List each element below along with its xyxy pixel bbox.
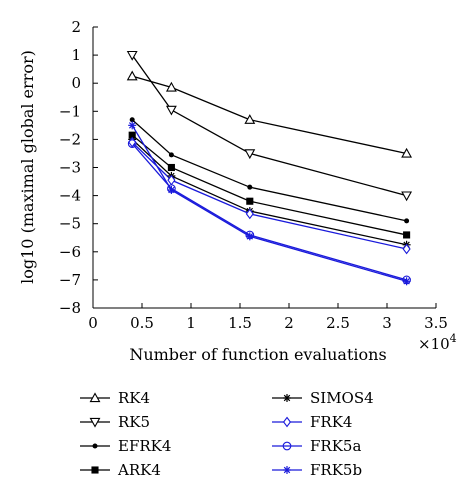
data-point-rk5	[401, 191, 413, 202]
data-point-frk5b	[245, 232, 254, 241]
x-tick-label: 1	[186, 314, 196, 332]
data-point-efrk4	[129, 117, 135, 123]
y-axis-ticks: 2 1 0 −1 −2 −3 −4 −5 −6 −7 −8	[59, 18, 98, 317]
x-tick-label: 0	[88, 314, 98, 332]
plot-frame	[92, 27, 436, 309]
data-point-frk4	[245, 208, 254, 220]
legend-marker-rk4	[89, 392, 101, 403]
series-line-efrk4	[131, 119, 407, 222]
legend-item-frk5a: FRK5a	[272, 437, 361, 455]
legend-item-simos4: SIMOS4	[272, 389, 374, 407]
data-point-frk5b	[167, 185, 176, 194]
series-line-frk4	[131, 141, 407, 250]
x-axis-ticks: 0 0.5 1 1.5 2 2.5 3 3.5	[88, 303, 448, 332]
y-tick-label: −1	[59, 102, 81, 120]
x-tick-label: 1.5	[228, 314, 252, 332]
y-tick-label: −2	[59, 130, 81, 148]
legend-marker-frk4	[282, 416, 292, 428]
series-markers	[126, 50, 413, 286]
data-point-ark4	[403, 231, 411, 239]
y-tick-label: 2	[71, 18, 81, 36]
data-point-frk4	[402, 243, 411, 255]
legend-label-rk4: RK4	[118, 389, 150, 407]
legend-marker-ark4	[91, 466, 99, 474]
legend-label-frk5a: FRK5a	[310, 437, 361, 455]
y-tick-label: −3	[59, 159, 81, 177]
y-tick-label: −7	[59, 271, 81, 289]
series-line-ark4	[131, 134, 407, 236]
y-tick-label: 0	[71, 74, 81, 92]
data-point-efrk4	[404, 218, 410, 224]
y-tick-label: −5	[59, 215, 81, 233]
legend-label-efrk4: EFRK4	[118, 437, 171, 455]
series-line-frk5a	[131, 143, 407, 281]
y-tick-label: −8	[59, 299, 81, 317]
data-point-rk4	[244, 114, 256, 124]
data-point-efrk4	[247, 184, 253, 190]
series-line-frk5b	[131, 125, 407, 282]
legend-item-ark4: ARK4	[80, 461, 161, 479]
x-tick-label: 3	[382, 314, 392, 332]
legend-label-frk5b: FRK5b	[310, 461, 362, 479]
legend-item-frk4: FRK4	[272, 413, 352, 431]
data-point-ark4	[246, 197, 254, 205]
legend-marker-frk5b	[283, 466, 291, 474]
legend-item-efrk4: EFRK4	[80, 437, 171, 455]
legend-label-simos4: SIMOS4	[310, 389, 374, 407]
y-axis-label: log10 (maximal global error)	[18, 50, 37, 284]
legend: RK4 RK5 EFRK4 ARK4 SIMOS4 FRK4 FRK5a FRK5b	[80, 389, 374, 479]
x-tick-label: 2.5	[326, 314, 350, 332]
y-tick-label: −6	[59, 243, 81, 261]
data-point-rk4	[126, 70, 138, 81]
series-line-rk5	[131, 54, 407, 197]
y-tick-label: −4	[59, 187, 81, 205]
data-point-frk5b	[128, 121, 137, 130]
x-axis-label: Number of function evaluations	[129, 345, 386, 364]
legend-item-frk5b: FRK5b	[272, 461, 362, 479]
data-point-ark4	[167, 163, 175, 172]
data-point-rk5	[165, 105, 177, 116]
legend-marker-simos4	[283, 394, 291, 402]
legend-label-ark4: ARK4	[117, 461, 161, 479]
x-axis-exponent: ×104	[418, 332, 457, 353]
data-point-frk5a	[127, 139, 137, 148]
series-lines	[131, 54, 407, 282]
legend-item-rk5: RK5	[80, 413, 150, 431]
data-point-frk5b	[402, 277, 411, 286]
legend-marker-efrk4	[92, 443, 98, 449]
data-point-rk5	[244, 149, 256, 160]
x-tick-label: 3.5	[424, 314, 448, 332]
x-tick-label: 0.5	[130, 314, 154, 332]
data-point-rk4	[401, 147, 413, 158]
legend-label-frk4: FRK4	[310, 413, 352, 431]
data-point-efrk4	[168, 152, 174, 158]
x-tick-label: 2	[284, 314, 294, 332]
legend-marker-rk5	[89, 417, 101, 428]
legend-label-rk5: RK5	[118, 413, 150, 431]
legend-marker-frk5a	[282, 441, 292, 451]
data-point-rk5	[126, 50, 138, 61]
y-tick-label: 1	[71, 46, 81, 64]
x-axis-exponent-base: ×10	[418, 335, 450, 353]
x-axis-exponent-power: 4	[450, 332, 457, 345]
legend-item-rk4: RK4	[80, 389, 150, 407]
data-point-rk4	[165, 81, 177, 92]
